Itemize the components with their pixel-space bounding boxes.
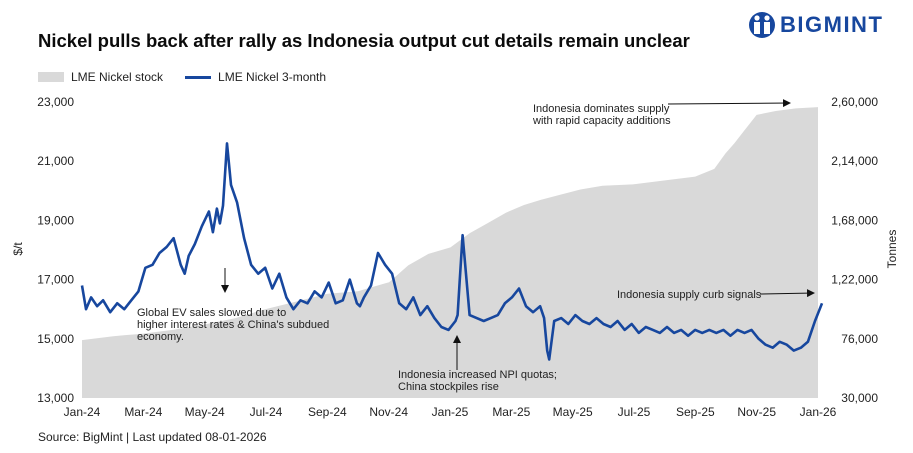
- x-tick-label: Jul-25: [618, 405, 651, 419]
- y2-tick-label: 30,000: [841, 391, 878, 405]
- y-tick-label: 17,000: [37, 273, 74, 287]
- y2-tick-label: 76,000: [841, 332, 878, 346]
- y-tick-label: 19,000: [37, 213, 74, 227]
- x-tick-label: Nov-25: [737, 405, 776, 419]
- y2-axis-title: Tonnes: [885, 230, 899, 269]
- chart-title: Nickel pulls back after rally as Indones…: [38, 30, 690, 51]
- bigmint-logo: BIGMINT: [748, 8, 883, 42]
- x-tick-label: Nov-24: [369, 405, 408, 419]
- y-tick-label: 15,000: [37, 332, 74, 346]
- x-tick-label: Jan-26: [800, 405, 837, 419]
- y2-tick-label: 1,22,000: [831, 273, 878, 287]
- x-tick-label: May-24: [185, 405, 225, 419]
- legend-label-price: LME Nickel 3-month: [218, 70, 327, 84]
- y-tick-label: 21,000: [37, 154, 74, 168]
- y2-tick-label: 2,60,000: [831, 95, 878, 109]
- series-area-stock: [82, 107, 818, 398]
- x-tick-label: Jan-25: [432, 405, 469, 419]
- annotation-supply-curb: Indonesia supply curb signals: [617, 289, 762, 301]
- legend-label-stock: LME Nickel stock: [71, 70, 164, 84]
- logo-text: BIGMINT: [780, 12, 884, 37]
- x-tick-label: Sep-25: [676, 405, 715, 419]
- x-tick-label: Sep-24: [308, 405, 347, 419]
- legend-item-stock: LME Nickel stock: [38, 70, 163, 84]
- legend-item-price: LME Nickel 3-month: [185, 70, 326, 84]
- x-tick-label: May-25: [553, 405, 593, 419]
- logo-mark-icon: [749, 12, 775, 38]
- y-axis-title: $/t: [11, 242, 25, 256]
- y-tick-label: 13,000: [37, 391, 74, 405]
- y2-tick-label: 1,68,000: [831, 213, 878, 227]
- x-tick-label: Mar-25: [492, 405, 530, 419]
- arrow-capacity-additions: [667, 99, 791, 108]
- arrow-supply-curb: [759, 289, 815, 298]
- annotation-npi-quotas: Indonesia increased NPI quotas; China sto…: [398, 369, 557, 393]
- legend-swatch-price: [185, 75, 212, 79]
- x-tick-label: Jan-24: [64, 405, 101, 419]
- y2-tick-label: 2,14,000: [831, 154, 878, 168]
- legend-swatch-stock: [38, 72, 64, 82]
- x-tick-label: Mar-24: [124, 405, 162, 419]
- series-line-price: [80, 142, 824, 361]
- annotation-ev-sales: Global EV sales slowed due to higher inte…: [137, 307, 329, 343]
- y-tick-label: 23,000: [37, 95, 74, 109]
- chart-legend: LME Nickel stock LME Nickel 3-month: [38, 70, 348, 84]
- source-note: Source: BigMint | Last updated 08-01-202…: [38, 430, 267, 444]
- annotation-capacity-additions: Indonesia dominates supply with rapid cap…: [532, 103, 671, 127]
- x-tick-label: Jul-24: [250, 405, 283, 419]
